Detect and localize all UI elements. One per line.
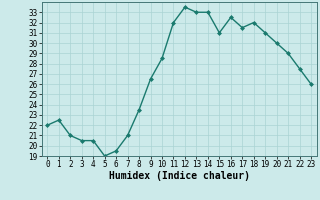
X-axis label: Humidex (Indice chaleur): Humidex (Indice chaleur) (109, 171, 250, 181)
